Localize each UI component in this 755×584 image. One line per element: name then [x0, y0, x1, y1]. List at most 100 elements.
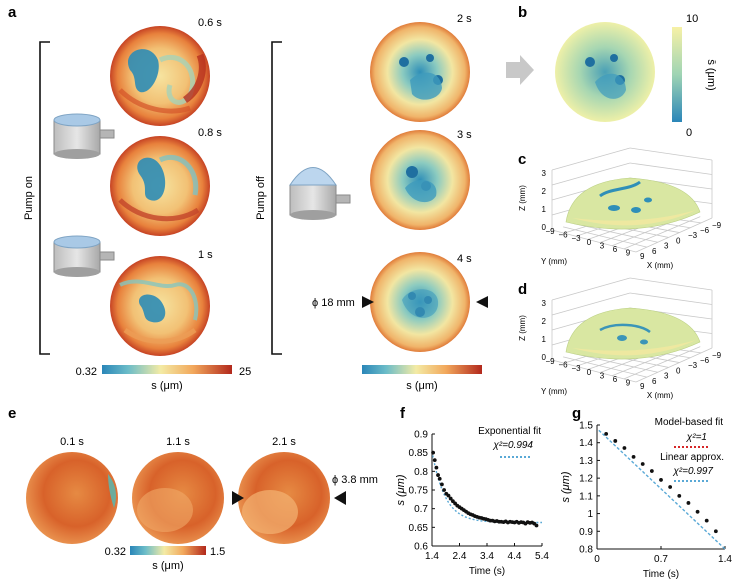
- data-point: [622, 446, 627, 450]
- z-tick-label: 1: [542, 205, 547, 214]
- x-tick-label: 3: [664, 372, 669, 381]
- colorbar-pump-on: [102, 365, 232, 374]
- x-tick-label: 3: [664, 242, 669, 251]
- x-tick-label: 1.4: [718, 554, 732, 565]
- x-tick-label: 6: [652, 377, 657, 386]
- colorbar-pump-off: [362, 365, 482, 374]
- dome-rim: [572, 340, 696, 356]
- z-tick-label: 2: [542, 317, 547, 326]
- y-axis-label: s (μm): [560, 471, 572, 502]
- chart-g: 1.5 1.4 1.3 1.2 1.1 1 0.9 0.80 0.7 1.4 Time (s) s (…: [560, 417, 732, 580]
- panel-e-letter: e: [8, 405, 16, 422]
- pump-tank-icon-3: [289, 167, 351, 220]
- data-point: [442, 488, 446, 492]
- x-axis-label: X (mm): [647, 261, 674, 270]
- grid-line: [574, 353, 658, 373]
- y-tick-label: 0.9: [414, 430, 428, 441]
- z-tick-label: 0: [542, 353, 547, 362]
- legend-label: Model-based fit: [655, 417, 724, 428]
- legend-stat: χ²=0.994: [492, 440, 533, 451]
- panel-d-letter: d: [518, 281, 527, 298]
- pump-off-time-1: 2 s: [457, 13, 472, 25]
- y-tick-label: −9: [545, 357, 555, 366]
- dome-surface: [565, 307, 701, 360]
- x-tick-label: 0: [676, 366, 681, 375]
- pump-off-disk-1: [370, 22, 470, 122]
- pump-on-label: Pump on: [23, 176, 35, 220]
- y-axis-label: Y (mm): [541, 257, 567, 266]
- dome-feature: [631, 207, 641, 213]
- pump-on-disk-1: [110, 26, 210, 126]
- pump-off-disk-2: [370, 130, 470, 230]
- z-tick-label: 3: [542, 299, 547, 308]
- box-top-right-line: [629, 147, 713, 161]
- x-tick-label: −6: [700, 226, 710, 235]
- data-point: [640, 462, 645, 466]
- y-tick-label: 1.1: [579, 491, 593, 502]
- x-tick-label: 3.4: [480, 551, 494, 562]
- grid-line: [551, 292, 631, 316]
- box-top-right-line: [629, 277, 713, 291]
- colorbar-b-max: 10: [686, 13, 698, 25]
- z-axis-label: Z (mm): [518, 185, 527, 211]
- y-tick-label: 9: [626, 249, 631, 258]
- z-tick-label: 2: [542, 187, 547, 196]
- exponential-fit-line: [431, 451, 542, 524]
- colorbar-on-label: s (μm): [151, 380, 182, 392]
- axis-y-line: [551, 229, 637, 253]
- dome-feature: [644, 197, 652, 203]
- x-axis-label: Time (s): [469, 566, 505, 577]
- colorbar-on-min: 0.32: [76, 366, 97, 378]
- panel-e-time-1: 0.1 s: [60, 436, 84, 448]
- pump-off-bracket: [271, 41, 282, 355]
- legend-stat: χ²=1: [686, 432, 707, 443]
- y-tick-label: 6: [613, 245, 618, 254]
- y-axis-label: s (μm): [395, 474, 407, 505]
- y-tick-label: 3: [600, 371, 605, 380]
- grid-line: [563, 226, 647, 248]
- data-point: [713, 529, 718, 534]
- data-point: [631, 454, 636, 459]
- x-tick-label: 0: [594, 554, 600, 565]
- pump-tank-icon-2: [53, 235, 115, 277]
- pump-tank-icon-1: [53, 113, 115, 159]
- legend-label: Linear approx.: [660, 452, 724, 463]
- panel-b-disk: [555, 22, 655, 122]
- box-top-left-line: [551, 277, 631, 301]
- x-tick-label: 6: [652, 247, 657, 256]
- colorbar-b-min: 0: [686, 127, 692, 139]
- x-tick-label: −6: [700, 356, 710, 365]
- diameter-arrow-left-e: [232, 491, 244, 505]
- legend-label: Exponential fit: [478, 426, 541, 437]
- y-tick-label: 1.2: [579, 474, 593, 485]
- colorbar-e-max: 1.5: [210, 546, 225, 558]
- panel-e-disk-2: [132, 452, 224, 544]
- y-tick-label: 0: [587, 238, 592, 247]
- z-tick-label: 0: [542, 223, 547, 232]
- diameter-label-e: ϕ 3.8 mm: [332, 474, 378, 486]
- grid-line: [563, 356, 647, 378]
- x-tick-label: −3: [688, 231, 698, 240]
- y-tick-label: −6: [558, 231, 568, 240]
- data-point: [432, 458, 437, 463]
- data-point: [448, 496, 453, 501]
- arrow-right-icon: [506, 55, 534, 85]
- x-tick-label: 5.4: [535, 551, 549, 562]
- panel-a-letter: a: [8, 4, 17, 21]
- linear-fit-line: [598, 429, 726, 550]
- grid-line: [623, 346, 701, 380]
- chart-f: 0.9 0.85 0.8 0.75 0.7 0.65 0.61.4 2.4 3.4 4.4 5.4 T…: [395, 426, 549, 577]
- panel-e-disk-1: [26, 452, 118, 544]
- dome-feature: [599, 180, 641, 198]
- diameter-arrow-right: [476, 296, 488, 308]
- y-tick-label: 0: [587, 368, 592, 377]
- y-tick-label: 1: [587, 509, 593, 520]
- data-point: [446, 493, 451, 498]
- data-point: [704, 518, 709, 523]
- y-tick-label: 0.6: [414, 542, 428, 553]
- data-point: [613, 439, 618, 443]
- diameter-label-a: ϕ 18 mm: [312, 297, 355, 309]
- dome-feature: [617, 335, 627, 341]
- panel-e-disk-3: [238, 452, 330, 544]
